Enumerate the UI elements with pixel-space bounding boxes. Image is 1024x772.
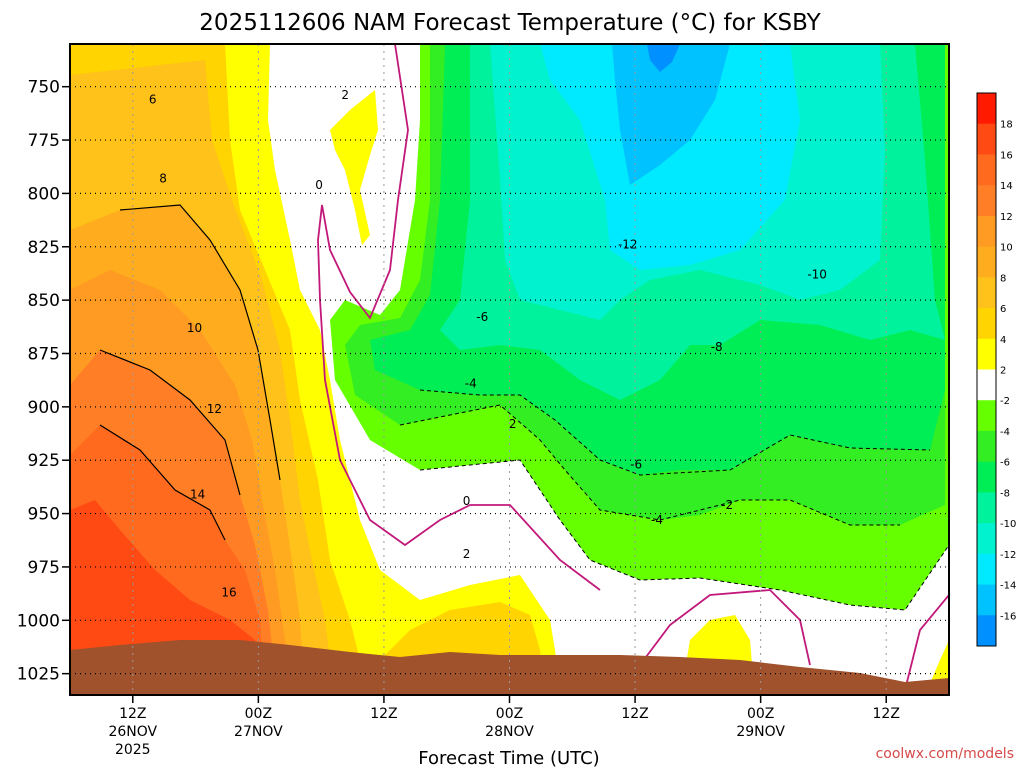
colorbar-label: 6 — [1000, 304, 1006, 315]
colorbar-frame — [976, 92, 997, 647]
y-tick-label: 1025 — [17, 665, 60, 685]
chart-title: 2025112606 NAM Forecast Temperature (°C)… — [199, 10, 821, 36]
contour-label: 8 — [159, 171, 167, 185]
contour-label: 0 — [315, 178, 323, 192]
contour-label: -6 — [630, 457, 642, 471]
contour-label: 0 — [463, 494, 471, 508]
contour-label: -12 — [618, 238, 638, 252]
colorbar-label: -6 — [1000, 458, 1010, 469]
x-axis: 12Z 26NOV 2025 00Z 27NOV 12Z 00Z 28NOV 12Z 00Z 29N… — [108, 695, 900, 758]
colorbar-swatch — [977, 553, 996, 586]
credit-text: coolwx.com/models — [876, 746, 1014, 762]
colorbar-label: 8 — [1000, 273, 1006, 284]
colorbar-swatch — [977, 215, 996, 248]
x-tick-date: 27NOV — [234, 724, 283, 740]
colorbar-label: 2 — [1000, 366, 1006, 377]
colorbar-swatch — [977, 246, 996, 278]
x-tick-date: 26NOV — [108, 724, 157, 740]
colorbar-label: 10 — [1000, 243, 1013, 254]
contour-label: -2 — [721, 498, 733, 512]
x-tick-date: 29NOV — [736, 724, 785, 740]
y-tick-label: 950 — [28, 505, 60, 525]
colorbar-label: -4 — [1000, 427, 1010, 438]
y-tick-label: 875 — [28, 344, 60, 364]
y-tick-label: 975 — [28, 558, 60, 578]
y-tick-label: 900 — [28, 398, 60, 418]
colorbar-label: -12 — [1000, 550, 1016, 561]
contour-label: 2 — [509, 417, 517, 431]
y-axis: 750 775 800 825 850 875 900 925 950 975 1000 1025 — [17, 78, 70, 685]
colorbar-swatch — [977, 400, 996, 432]
y-tick-label: 775 — [28, 131, 60, 151]
contour-label: -4 — [465, 376, 477, 390]
x-tick-label: 00Z — [747, 706, 774, 722]
colorbar-label: 18 — [1000, 120, 1013, 131]
contour-line-warm — [99, 204, 281, 541]
colorbar-swatch — [977, 93, 996, 125]
colorbar-label: 12 — [1000, 212, 1013, 223]
colorbar-label: 14 — [1000, 181, 1013, 192]
y-tick-label: 850 — [28, 291, 60, 311]
colorbar-swatch — [977, 185, 996, 217]
contour-label: 2 — [341, 88, 349, 102]
colorbar-swatch — [977, 154, 996, 186]
colorbar-swatch — [977, 492, 996, 524]
colorbar-swatch — [977, 277, 996, 309]
y-tick-label: 925 — [28, 451, 60, 471]
colorbar-swatch — [977, 308, 996, 340]
contour-label: -6 — [476, 310, 488, 324]
contour-label: 14 — [190, 487, 205, 501]
colorbar-swatch — [977, 123, 996, 155]
contour-label: 10 — [187, 321, 202, 335]
contour-line-cold — [399, 389, 949, 611]
contour-line-zero-right — [639, 589, 949, 691]
y-tick-label: 750 — [28, 78, 60, 98]
colorbar: 18 16 14 12 10 8 6 4 2 -2 -4 -6 -8 -10 -12 -14 -16 — [976, 92, 1016, 647]
region-minus14-to-minus16 — [612, 44, 730, 185]
y-tick-label: 1000 — [17, 611, 60, 631]
x-tick-year: 2025 — [115, 742, 151, 758]
y-tick-label: 825 — [28, 238, 60, 258]
colorbar-label: 4 — [1000, 335, 1006, 346]
contour-label: 6 — [149, 92, 157, 106]
colorbar-swatch — [977, 338, 996, 370]
contour-label: 16 — [221, 586, 236, 600]
contour-label: -10 — [807, 268, 827, 282]
colorbar-swatch — [977, 369, 996, 401]
colorbar-swatch — [977, 461, 996, 493]
x-tick-label: 12Z — [621, 706, 648, 722]
colorbar-label: -10 — [1000, 519, 1016, 530]
contour-label: -4 — [651, 513, 663, 527]
colorbar-label: -8 — [1000, 488, 1010, 499]
x-tick-label: 00Z — [496, 706, 523, 722]
region-warm-patch-upper — [330, 90, 378, 245]
colorbar-swatch — [977, 430, 996, 463]
colorbar-label: -2 — [1000, 396, 1010, 407]
region-minus12-to-minus14 — [540, 44, 800, 270]
x-tick-label: 12Z — [370, 706, 397, 722]
region-minus16 — [647, 44, 680, 72]
contour-label: 2 — [463, 547, 471, 561]
colorbar-swatch — [977, 523, 996, 555]
y-tick-label: 800 — [28, 184, 60, 204]
colorbar-label: -14 — [1000, 581, 1016, 592]
x-axis-label: Forecast Time (UTC) — [418, 748, 599, 768]
colorbar-label: 16 — [1000, 150, 1013, 161]
colorbar-swatch — [977, 584, 996, 616]
temperature-fill-regions — [70, 44, 949, 695]
colorbar-swatch — [977, 615, 996, 647]
x-tick-label: 00Z — [245, 706, 272, 722]
colorbar-label: -16 — [1000, 611, 1016, 622]
x-tick-date: 28NOV — [485, 724, 534, 740]
contour-labels: 2 0 6 8 10 12 14 16 -12 -10 -6 -8 -4 2 -6 0 -2 -4 2 — [149, 88, 827, 599]
x-tick-label: 12Z — [873, 706, 900, 722]
x-tick-label: 12Z — [119, 706, 146, 722]
contour-label: -8 — [711, 340, 723, 354]
contour-label: 12 — [207, 402, 222, 416]
